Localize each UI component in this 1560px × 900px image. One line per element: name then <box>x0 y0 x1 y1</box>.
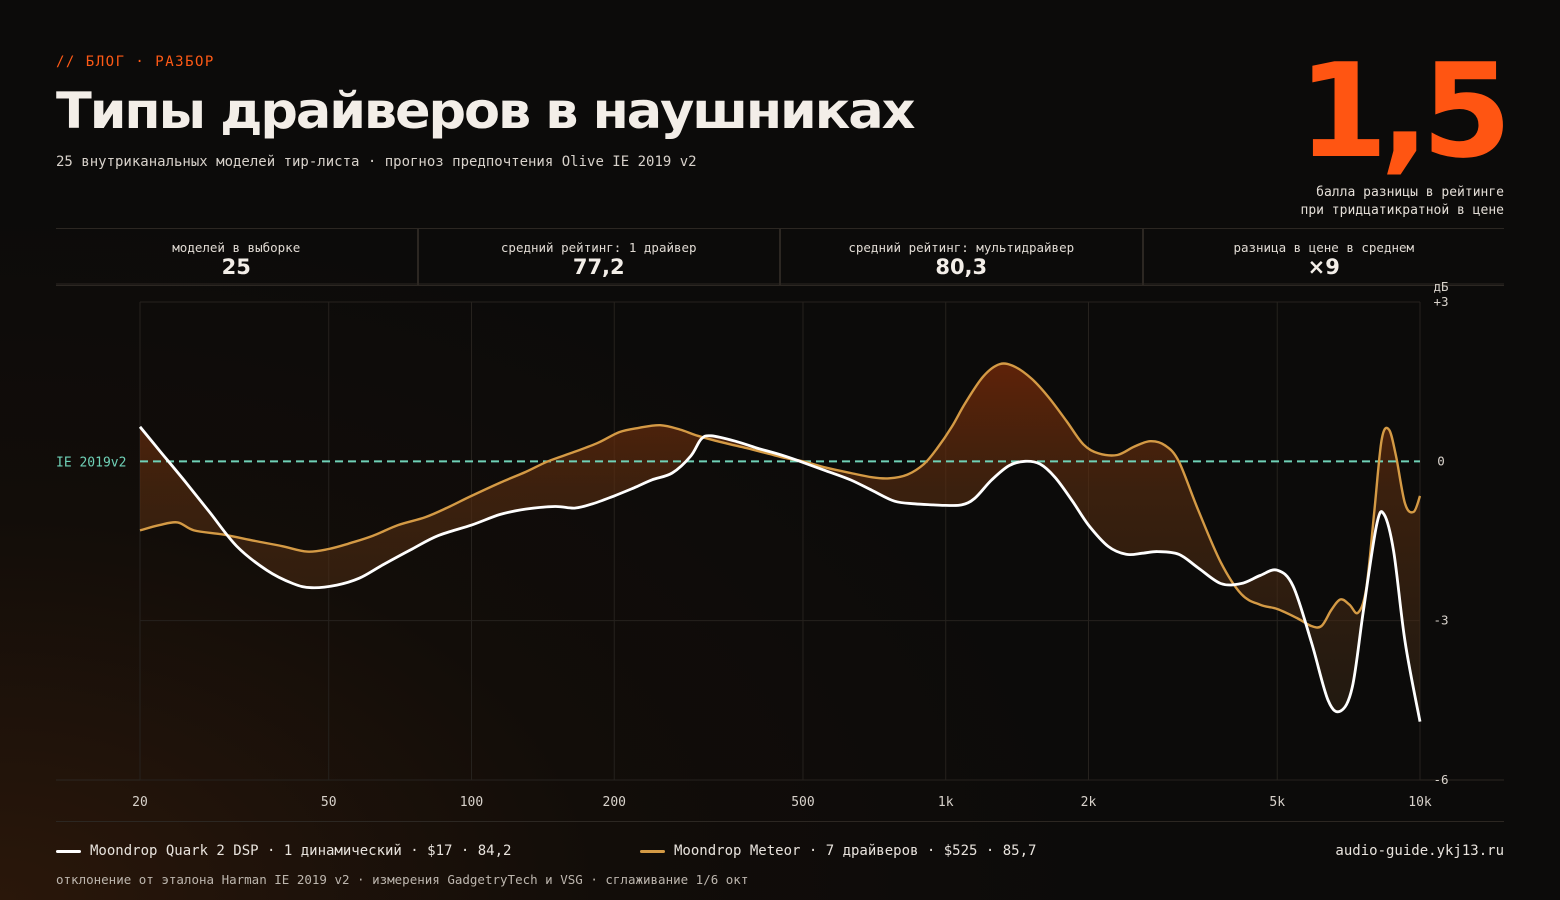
headline-caption-line1: балла разницы в рейтинге <box>1316 185 1504 200</box>
axis-labels: 20 50 100 200 500 1k 2k 5k 10k +3 0 -3 -6 дБ IE 2019v2 <box>56 279 1449 810</box>
stat-label: моделей в выборке <box>172 240 301 255</box>
x-tick-label: 200 <box>603 795 626 810</box>
page-title: Типы драйверов в наушниках <box>56 82 915 140</box>
legend-swatch <box>640 849 665 853</box>
blog-kicker: // БЛОГ · РАЗБОР <box>56 54 215 70</box>
stat-label: средний рейтинг: 1 драйвер <box>500 240 697 255</box>
stats-bar: моделей в выборке 25 средний рейтинг: 1 … <box>56 228 1504 286</box>
page-subtitle: 25 внутриканальных моделей тир-листа · п… <box>56 154 697 170</box>
legend-label: Moondrop Meteor · 7 драйверов · $525 · 8… <box>674 843 1037 859</box>
stat-value: 80,3 <box>935 255 988 279</box>
y-tick-label: 0 <box>1437 453 1445 468</box>
stat-multi-driver-rating: средний рейтинг: мультидрайвер 80,3 <box>781 229 1144 285</box>
stat-value: 77,2 <box>572 255 625 279</box>
x-tick-label: 100 <box>460 795 483 810</box>
footnote: отклонение от эталона Harman IE 2019 v2 … <box>56 872 749 887</box>
stat-models-count: моделей в выборке 25 <box>56 229 419 285</box>
series-lines <box>138 362 1422 722</box>
difference-area <box>140 363 1420 722</box>
stat-price-difference: разница в цене в среднем ×9 <box>1144 229 1505 285</box>
chart-grid <box>56 283 1504 781</box>
x-tick-label: 2k <box>1081 795 1097 810</box>
y-axis-unit: дБ <box>1433 279 1448 294</box>
legend-item-quark: Moondrop Quark 2 DSP · 1 динамический · … <box>56 843 511 859</box>
headline-caption-line2: при тридцатикратной в цене <box>1300 203 1505 218</box>
y-tick-label: +3 <box>1433 294 1448 309</box>
reference-line-label: IE 2019v2 <box>56 455 126 470</box>
headline-number: 1,5 <box>1297 35 1512 187</box>
legend-swatch <box>56 849 81 853</box>
series-line-meteor <box>139 362 1422 629</box>
x-tick-label: 20 <box>132 795 148 810</box>
stat-value: 25 <box>221 255 251 279</box>
stat-single-driver-rating: средний рейтинг: 1 драйвер 77,2 <box>419 229 781 285</box>
series-line-quark <box>138 425 1422 722</box>
site-link[interactable]: audio-guide.ykj13.ru <box>1335 843 1504 859</box>
headline-caption: балла разницы в рейтинге при тридцатикра… <box>1301 184 1505 220</box>
frequency-response-chart: 20 50 100 200 500 1k 2k 5k 10k +3 0 -3 -6 дБ IE 2019v2 <box>56 279 1504 810</box>
legend-item-meteor: Moondrop Meteor · 7 драйверов · $525 · 8… <box>640 843 1036 859</box>
y-tick-label: -6 <box>1433 772 1448 787</box>
legend-label: Moondrop Quark 2 DSP · 1 динамический · … <box>90 843 512 859</box>
x-tick-label: 5k <box>1269 795 1285 810</box>
x-tick-label: 10k <box>1408 795 1432 810</box>
x-tick-label: 50 <box>321 795 337 810</box>
x-tick-label: 1k <box>938 795 954 810</box>
legend-divider <box>56 821 1504 822</box>
y-tick-label: -3 <box>1433 613 1448 628</box>
stat-label: средний рейтинг: мультидрайвер <box>848 240 1075 255</box>
stat-label: разница в цене в среднем <box>1233 240 1415 255</box>
x-tick-label: 500 <box>791 795 814 810</box>
stat-value: ×9 <box>1307 255 1340 279</box>
difference-fill <box>140 363 1420 722</box>
